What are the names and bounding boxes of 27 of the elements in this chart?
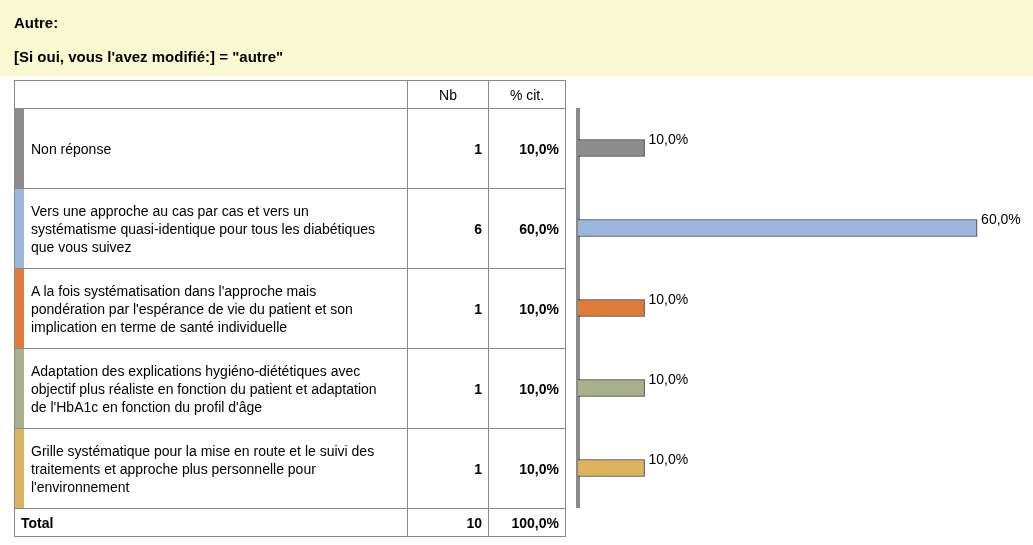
text: 1: [407, 348, 489, 429]
text: [Si oui, vous l'avez modifié:] = "autre": [14, 48, 284, 65]
text: 10: [407, 508, 489, 537]
data-label: 10,0%: [488, 108, 566, 189]
text: Total: [14, 508, 408, 537]
text: 1: [407, 108, 489, 189]
data-label: 10,0%: [488, 428, 566, 509]
text: 6: [407, 188, 489, 269]
y-tick-label: Adaptation des explications hygiéno-diététiques avec objectif plus réaliste en fonction du patient et adaptation de l'HbA1c en fonction du profil d'âge: [14, 348, 408, 429]
text: 60,0%: [981, 210, 1021, 227]
y-tick-label: Non réponse: [14, 108, 408, 189]
text: 10,0%: [648, 130, 689, 147]
y-tick-label: Vers une approche au cas par cas et vers un systématisme quasi-identique pour tous les diabétiques que vous suivez: [14, 188, 408, 269]
text: % cit.: [488, 80, 566, 109]
data-label: 10,0%: [488, 268, 566, 349]
text: Nb: [407, 80, 489, 109]
text: 10,0%: [648, 290, 689, 307]
y-tick-label: A la fois systématisation dans l'approche mais pondération par l'espérance de vie du patient et son implication en terme de santé individuelle: [14, 268, 408, 349]
text: 1: [407, 428, 489, 509]
text: 100,0%: [488, 508, 566, 537]
y-tick-label: Grille systématique pour la mise en route et le suivi des traitements et approche plus personnelle pour l'environnement: [14, 428, 408, 509]
text: 10,0%: [648, 450, 689, 467]
text: 1: [407, 268, 489, 349]
data-label: 60,0%: [488, 188, 566, 269]
text: Autre:: [14, 14, 59, 31]
data-label: 10,0%: [488, 348, 566, 429]
text: 10,0%: [648, 370, 689, 387]
